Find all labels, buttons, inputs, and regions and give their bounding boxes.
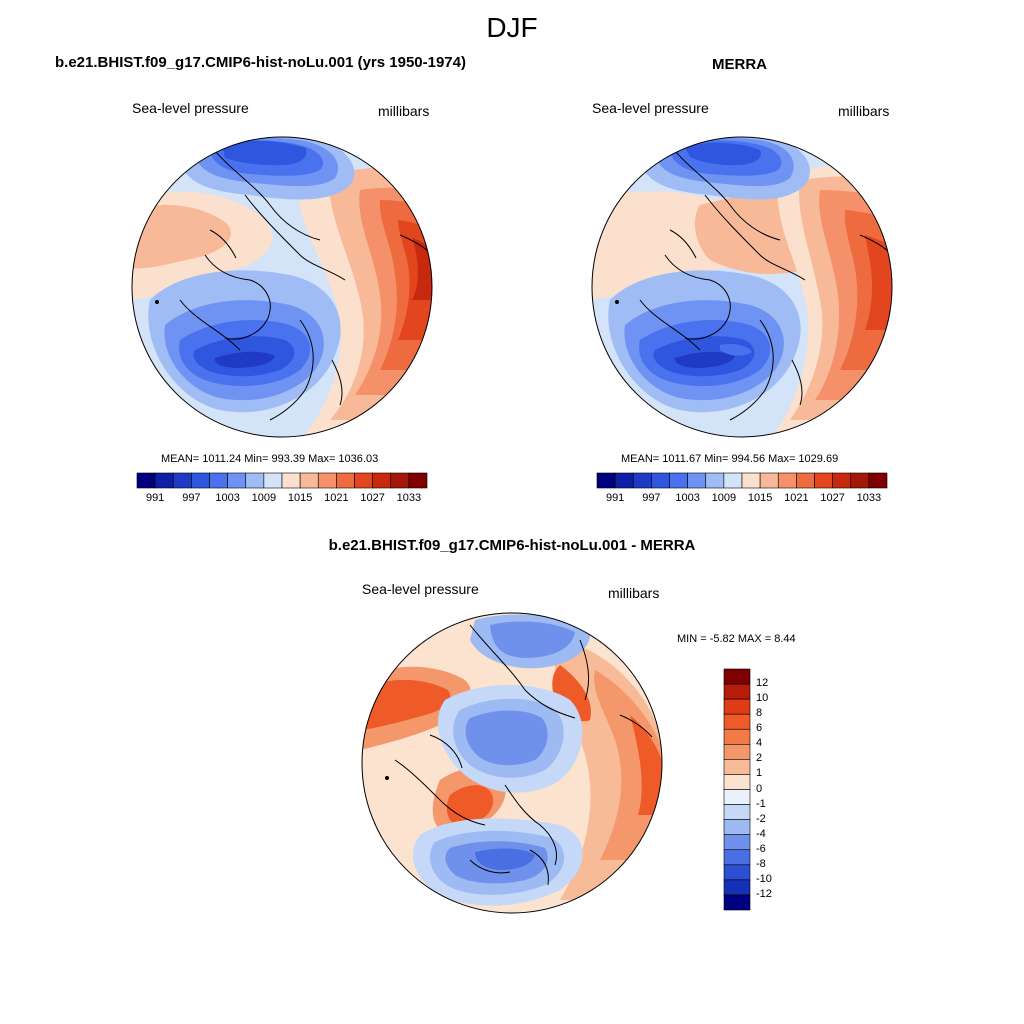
- panel-2-colorbar: [596, 472, 888, 489]
- colorbar-tick-label: 1009: [251, 492, 277, 504]
- panel-3-stats: MIN = -5.82 MAX = 8.44: [677, 633, 796, 645]
- colorbar-tick-label: 8: [756, 707, 763, 720]
- colorbar-swatch: [723, 668, 751, 685]
- panel-1-map: [132, 137, 432, 437]
- colorbar-swatch: [868, 472, 888, 489]
- colorbar-swatch: [154, 472, 174, 489]
- colorbar-tick-label: 6: [756, 722, 763, 735]
- colorbar-tick-label: -1: [756, 797, 766, 810]
- colorbar-swatch: [777, 472, 797, 489]
- colorbar-tick-label: 1033: [856, 492, 882, 504]
- panel-1-title: b.e21.BHIST.f09_g17.CMIP6-hist-noLu.001 …: [55, 54, 466, 71]
- colorbar-swatch: [136, 472, 156, 489]
- colorbar-swatch: [209, 472, 228, 489]
- colorbar-swatch: [632, 472, 652, 489]
- colorbar-swatch: [723, 744, 751, 760]
- colorbar-swatch: [723, 759, 751, 775]
- panel-1-variable-label: Sea-level pressure: [132, 100, 249, 116]
- colorbar-swatch: [723, 728, 751, 745]
- colorbar-swatch: [723, 864, 751, 881]
- colorbar-swatch: [614, 472, 634, 489]
- colorbar-swatch: [723, 879, 751, 896]
- colorbar-swatch: [245, 472, 265, 489]
- colorbar-swatch: [723, 683, 751, 700]
- colorbar-swatch: [723, 774, 751, 790]
- colorbar-swatch: [227, 472, 247, 489]
- panel-2-units-label: millibars: [838, 103, 890, 119]
- colorbar-tick-label: 1003: [215, 492, 240, 504]
- panel-3-units-label: millibars: [608, 585, 660, 601]
- colorbar-tick-label: 0: [756, 782, 763, 795]
- colorbar-swatch: [705, 472, 725, 489]
- colorbar-swatch: [408, 472, 428, 489]
- colorbar-tick-label: -8: [756, 857, 766, 870]
- colorbar-swatch: [741, 472, 761, 489]
- colorbar-tick-label: -12: [756, 887, 772, 900]
- panel-3-variable-label: Sea-level pressure: [362, 581, 479, 597]
- panel-3-title: b.e21.BHIST.f09_g17.CMIP6-hist-noLu.001 …: [328, 537, 696, 554]
- panel-2-title: MERRA: [712, 56, 767, 73]
- colorbar-tick-label: 1015: [747, 492, 773, 504]
- colorbar-swatch: [299, 472, 319, 489]
- colorbar-tick-label: 12: [756, 677, 769, 690]
- colorbar-tick-label: 997: [182, 492, 201, 504]
- panel-3-map: [362, 613, 662, 913]
- colorbar-tick-label: -6: [756, 842, 766, 855]
- colorbar-swatch: [191, 472, 210, 489]
- panel-1-units-label: millibars: [378, 103, 430, 119]
- colorbar-tick-label: -2: [756, 812, 766, 825]
- colorbar-swatch: [336, 472, 355, 489]
- colorbar-swatch: [796, 472, 815, 489]
- colorbar-swatch: [814, 472, 833, 489]
- colorbar-swatch: [354, 472, 373, 489]
- colorbar-swatch: [723, 834, 751, 851]
- colorbar-tick-label: -4: [756, 827, 766, 840]
- colorbar-swatch: [759, 472, 779, 489]
- colorbar-swatch: [263, 472, 283, 489]
- colorbar-swatch: [832, 472, 852, 489]
- colorbar-swatch: [651, 472, 670, 489]
- colorbar-tick-label: 1027: [820, 492, 845, 504]
- colorbar-swatch: [172, 472, 192, 489]
- colorbar-swatch: [723, 789, 751, 805]
- colorbar-tick-label: 1003: [675, 492, 700, 504]
- colorbar-tick-label: 1021: [324, 492, 349, 504]
- colorbar-tick-label: 4: [756, 737, 763, 750]
- colorbar-swatch: [723, 894, 751, 911]
- colorbar-swatch: [687, 472, 707, 489]
- colorbar-swatch: [372, 472, 392, 489]
- colorbar-swatch: [723, 804, 751, 820]
- colorbar-tick-label: 1015: [287, 492, 313, 504]
- panel-3-colorbar: [723, 668, 751, 911]
- colorbar-swatch: [723, 713, 751, 730]
- colorbar-tick-label: 2: [756, 752, 763, 765]
- colorbar-swatch: [317, 472, 337, 489]
- figure-title: DJF: [486, 12, 538, 43]
- colorbar-swatch: [723, 698, 751, 715]
- panel-2-variable-label: Sea-level pressure: [592, 100, 709, 116]
- panel-1-colorbar: [136, 472, 428, 489]
- colorbar-tick-label: 991: [605, 492, 625, 504]
- colorbar-swatch: [669, 472, 688, 489]
- colorbar-swatch: [596, 472, 616, 489]
- colorbar-tick-label: 1: [756, 767, 763, 780]
- colorbar-tick-label: 1009: [711, 492, 737, 504]
- colorbar-tick-label: -10: [756, 872, 772, 885]
- colorbar-swatch: [390, 472, 410, 489]
- colorbar-tick-label: 997: [642, 492, 661, 504]
- panel-2-stats: MEAN= 1011.67 Min= 994.56 Max= 1029.69: [621, 453, 839, 465]
- colorbar-tick-label: 10: [756, 692, 769, 705]
- colorbar-swatch: [723, 472, 743, 489]
- colorbar-tick-label: 1027: [360, 492, 385, 504]
- colorbar-tick-label: 991: [145, 492, 165, 504]
- colorbar-tick-label: 1021: [784, 492, 809, 504]
- panel-1-stats: MEAN= 1011.24 Min= 993.39 Max= 1036.03: [161, 453, 379, 465]
- colorbar-swatch: [723, 849, 751, 866]
- colorbar-tick-label: 1033: [396, 492, 422, 504]
- colorbar-swatch: [281, 472, 301, 489]
- colorbar-swatch: [850, 472, 870, 489]
- colorbar-swatch: [723, 819, 751, 835]
